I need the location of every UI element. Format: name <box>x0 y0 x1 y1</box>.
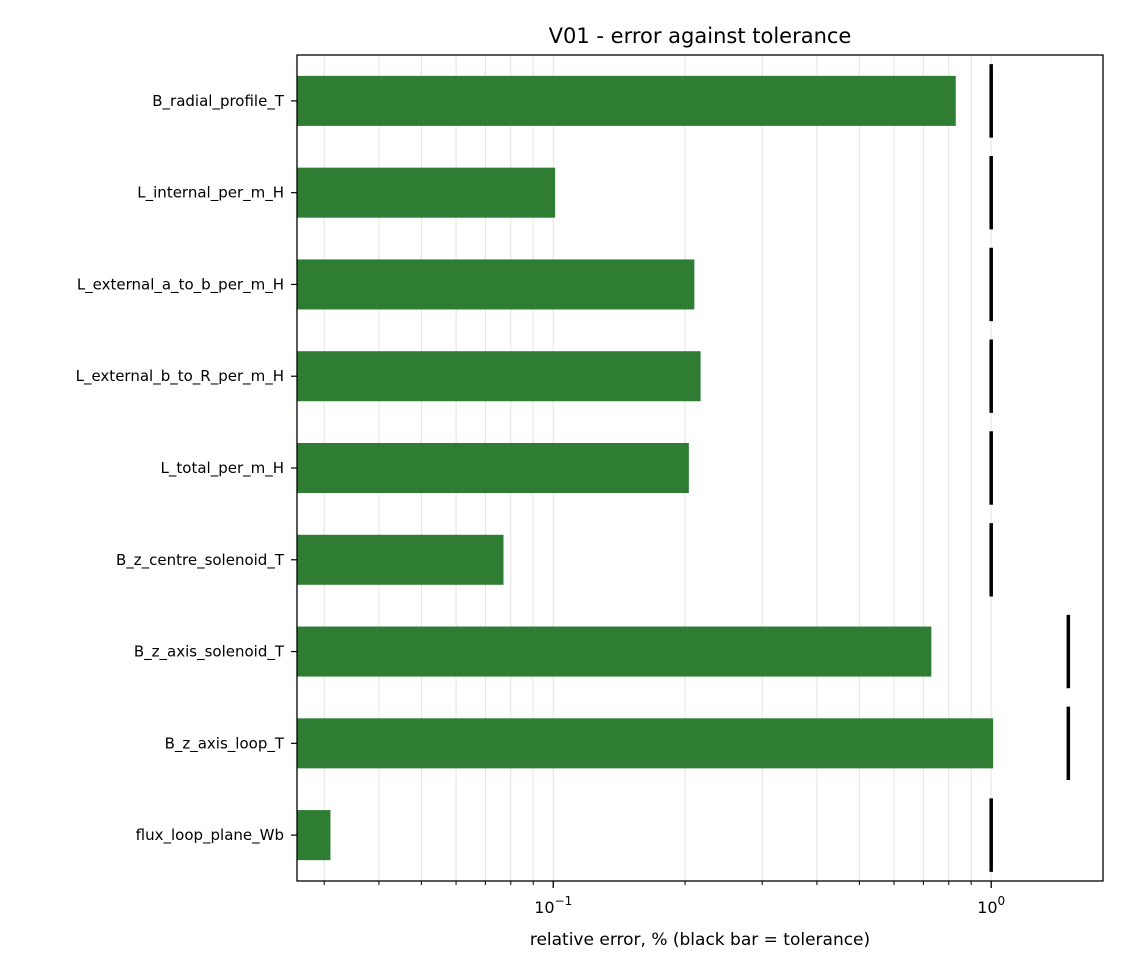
bar-B_z_centre_solenoid_T <box>297 534 504 585</box>
bar-B_radial_profile_T <box>297 75 956 126</box>
x-axis-label: relative error, % (black bar = tolerance… <box>530 930 870 950</box>
y-tick-label: flux_loop_plane_Wb <box>136 826 284 845</box>
y-tick-label: B_radial_profile_T <box>152 92 285 111</box>
bars <box>297 75 994 861</box>
bar-L_internal_per_m_H <box>297 167 556 218</box>
bar-B_z_axis_loop_T <box>297 718 994 769</box>
x-tick-label: 10−1 <box>534 894 572 917</box>
bar-L_external_b_to_R_per_m_H <box>297 351 701 402</box>
y-tick-label: B_z_axis_solenoid_T <box>134 643 285 662</box>
bar-L_external_a_to_b_per_m_H <box>297 259 695 310</box>
y-tick-label: B_z_axis_loop_T <box>165 734 285 753</box>
chart-title: V01 - error against tolerance <box>549 24 852 48</box>
y-tick-label: L_external_b_to_R_per_m_H <box>76 367 284 386</box>
bar-L_total_per_m_H <box>297 442 689 494</box>
y-tick-label: L_total_per_m_H <box>161 459 284 478</box>
y-tick-label: L_internal_per_m_H <box>137 184 284 203</box>
y-tick-label: L_external_a_to_b_per_m_H <box>77 275 284 294</box>
bar-flux_loop_plane_Wb <box>297 810 331 861</box>
y-tick-label: B_z_centre_solenoid_T <box>116 551 285 570</box>
x-tick-label: 100 <box>977 894 1005 917</box>
bar-B_z_axis_solenoid_T <box>297 626 932 677</box>
tolerance-markers <box>989 64 1071 872</box>
x-axis: 10−1 100 <box>323 881 1005 917</box>
y-axis: B_radial_profile_T L_internal_per_m_H L_ex… <box>76 92 297 845</box>
